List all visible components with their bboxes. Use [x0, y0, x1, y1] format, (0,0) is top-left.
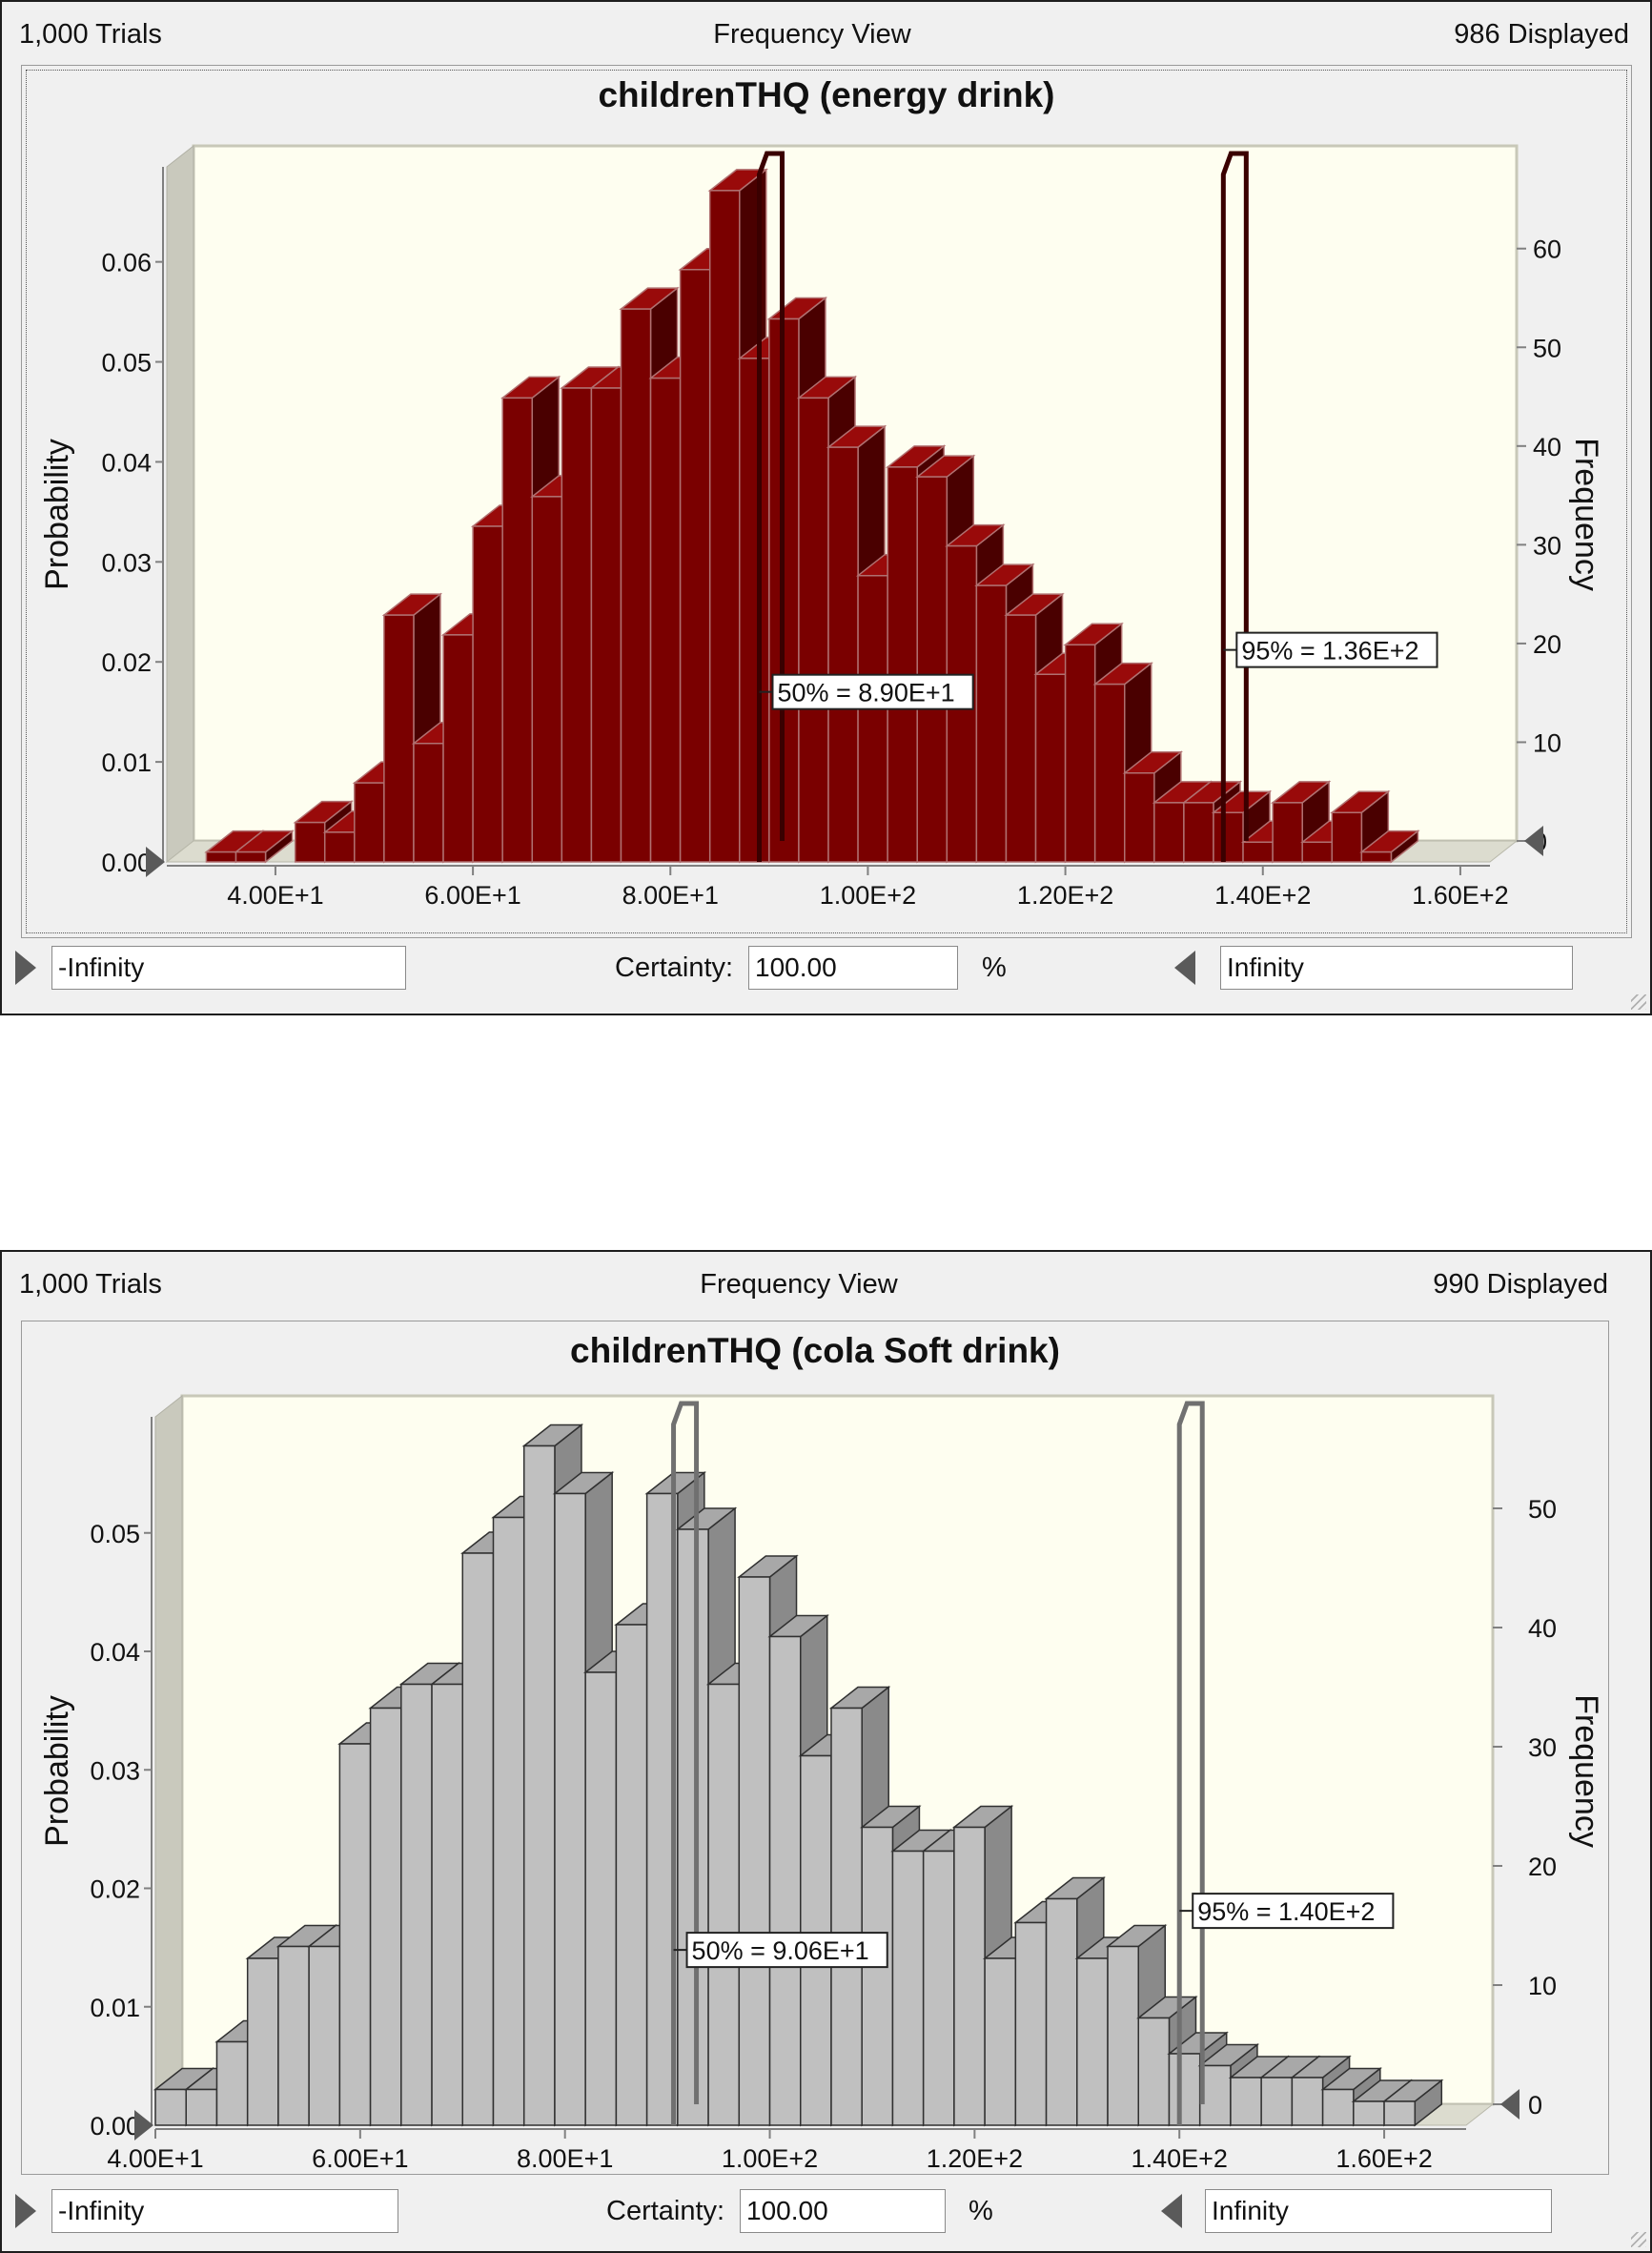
x-tick-label: 8.00E+1 — [622, 881, 719, 910]
certainty-input[interactable]: 100.00 — [740, 2189, 946, 2233]
resize-grip-icon[interactable] — [1631, 2232, 1646, 2247]
marker-label-box — [685, 1932, 888, 1969]
y2-tick-label: 40 — [1528, 1614, 1557, 1643]
lower-bound-input[interactable]: -Infinity — [51, 2189, 398, 2233]
x-tick-label: 6.00E+1 — [312, 2144, 408, 2173]
displayed-count: 990 Displayed — [1433, 1269, 1608, 1300]
y-tick-label: 0.02 — [90, 1875, 140, 1904]
trials-count: 1,000 Trials — [19, 1269, 162, 1300]
right-grabber-icon[interactable] — [1161, 2194, 1182, 2228]
y-tick-label: 0.06 — [101, 249, 152, 277]
x-tick-label: 6.00E+1 — [424, 881, 520, 910]
x-tick-label: 1.60E+2 — [1412, 881, 1508, 910]
y-tick-label: 0.01 — [90, 1994, 140, 2022]
x-tick-label: 1.40E+2 — [1132, 2144, 1228, 2173]
lower-bound-input[interactable]: -Infinity — [51, 946, 406, 990]
percentile-marker-line — [1176, 1401, 1205, 2125]
x-tick-label: 1.60E+2 — [1336, 2144, 1432, 2173]
y2-tick-label: 50 — [1528, 1495, 1557, 1524]
y2-axis-title: Frequency — [1568, 1694, 1604, 1848]
trials-count: 1,000 Trials — [19, 19, 162, 50]
x-tick-label: 4.00E+1 — [227, 881, 323, 910]
displayed-count: 986 Displayed — [1454, 19, 1629, 50]
left-grabber-icon[interactable] — [15, 951, 36, 985]
x-tick-label: 1.00E+2 — [820, 881, 916, 910]
y2-tick-label: 60 — [1533, 236, 1561, 264]
histogram-bar — [234, 830, 295, 864]
x-tick-label: 1.00E+2 — [722, 2144, 818, 2173]
plot-left-wall — [166, 144, 194, 864]
marker-label: 50% = 8.90E+1 — [777, 679, 954, 707]
y-tick-label: 0.05 — [90, 1520, 140, 1548]
marker-label-box — [1192, 1893, 1395, 1930]
y-tick-label: 0.03 — [90, 1756, 140, 1785]
y2-tick-label: 10 — [1528, 1972, 1557, 2000]
y-axis-title: Probability — [39, 1695, 75, 1847]
x-tick-label: 1.40E+2 — [1214, 881, 1311, 910]
y-axis-title: Probability — [39, 439, 75, 590]
y-tick-label: 0.03 — [101, 548, 152, 577]
percentile-marker-line — [756, 151, 785, 862]
marker-label-box — [1235, 631, 1438, 668]
histogram-bar — [1359, 830, 1420, 864]
y-tick-label: 0.00 — [90, 2112, 140, 2140]
y2-axis-title: Frequency — [1568, 438, 1604, 591]
right-grabber-icon[interactable] — [1174, 951, 1195, 985]
chart-title: childrenTHQ (cola Soft drink) — [570, 1331, 1060, 1370]
x-tick-label: 1.20E+2 — [1017, 881, 1113, 910]
upper-grabber-icon — [1524, 826, 1543, 856]
chart-area: childrenTHQ (cola Soft drink) 0.00 0.01 0.… — [21, 1321, 1609, 2175]
certainty-label: Certainty: — [606, 2196, 725, 2226]
y-tick-label: 0.00 — [101, 849, 152, 877]
certainty-input[interactable]: 100.00 — [748, 946, 958, 990]
resize-grip-icon[interactable] — [1631, 994, 1646, 1010]
y-tick-label: 0.04 — [101, 448, 152, 477]
x-tick-label: 4.00E+1 — [107, 2144, 203, 2173]
view-name: Frequency View — [700, 1269, 898, 1300]
plot-left-wall — [154, 1394, 183, 2127]
lower-grabber-icon — [134, 2110, 153, 2140]
y2-tick-label: 30 — [1528, 1733, 1557, 1762]
upper-grabber-icon — [1500, 2089, 1519, 2120]
percent-label: % — [982, 952, 1007, 983]
y2-tick-label: 30 — [1533, 531, 1561, 560]
upper-bound-input[interactable]: Infinity — [1220, 946, 1573, 990]
marker-label: 50% = 9.06E+1 — [692, 1936, 869, 1965]
upper-bound-input[interactable]: Infinity — [1205, 2189, 1552, 2233]
chart-panel-cola-soft-drink: 1,000 Trials Frequency View 990 Displaye… — [0, 1250, 1652, 2253]
x-tick-label: 1.20E+2 — [927, 2144, 1023, 2173]
y-tick-label: 0.02 — [101, 648, 152, 677]
marker-label: 95% = 1.36E+2 — [1241, 637, 1418, 666]
lower-grabber-icon — [146, 847, 165, 877]
y-tick-label: 0.04 — [90, 1638, 140, 1667]
chart-panel-energy-drink: 1,000 Trials Frequency View 986 Displaye… — [0, 0, 1652, 1015]
y2-tick-label: 10 — [1533, 728, 1561, 757]
y-tick-label: 0.01 — [101, 748, 152, 777]
y-tick-label: 0.05 — [101, 349, 152, 378]
y2-tick-label: 20 — [1533, 630, 1561, 659]
percent-label: % — [969, 2196, 993, 2226]
percentile-marker-line — [1220, 151, 1249, 862]
left-grabber-icon[interactable] — [15, 2194, 36, 2228]
histogram-bar — [1381, 2079, 1444, 2127]
certainty-label: Certainty: — [615, 952, 734, 983]
view-name: Frequency View — [713, 19, 911, 50]
y2-tick-label: 50 — [1533, 334, 1561, 362]
percentile-marker-line — [671, 1401, 700, 2125]
histogram-plot: 0.00 0.01 0.02 0.03 0.04 0.05 0 10 20 30 40 50 4.00E… — [39, 1394, 1604, 2173]
y2-tick-label: 0 — [1528, 2091, 1542, 2120]
chart-title: childrenTHQ (energy drink) — [598, 75, 1055, 114]
y2-tick-label: 20 — [1528, 1853, 1557, 1881]
histogram-plot: 0.000.010.020.030.040.050.06010203040506… — [39, 144, 1604, 910]
y2-tick-label: 40 — [1533, 433, 1561, 461]
x-tick-label: 8.00E+1 — [517, 2144, 613, 2173]
marker-label-box — [771, 673, 974, 710]
marker-label: 95% = 1.40E+2 — [1197, 1897, 1375, 1926]
chart-area: childrenTHQ (energy drink) 0.00 0.01 0.02 0… — [21, 65, 1632, 938]
